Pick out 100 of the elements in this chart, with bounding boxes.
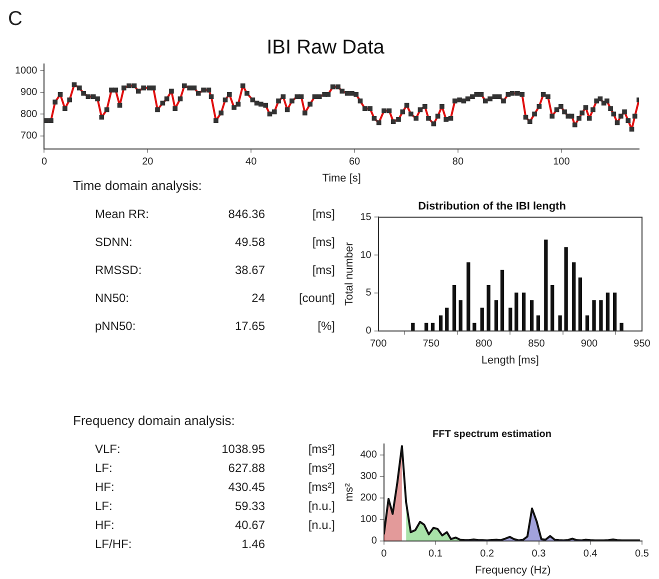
text: RMSSD:	[95, 263, 142, 277]
x-tick-label: 80	[452, 156, 464, 168]
text: SDNN:	[95, 235, 132, 249]
bar	[494, 300, 498, 331]
text: [%]	[318, 319, 335, 333]
x-tick-label: 100	[553, 156, 570, 168]
text: [ms²]	[308, 442, 335, 456]
x-tick-label: 0.4	[583, 548, 598, 560]
y-tick-label: 10	[360, 250, 372, 261]
bar	[445, 308, 449, 331]
bar	[514, 292, 518, 331]
bar	[424, 322, 428, 331]
text: C	[8, 8, 22, 31]
x-tick-label: 800	[475, 338, 493, 350]
y-tick-label: 400	[360, 450, 378, 461]
chart-title: Distribution of the IBI length	[418, 200, 566, 213]
x-tick-label: 950	[634, 338, 651, 350]
y-tick-label: 800	[20, 108, 38, 120]
text: HF:	[95, 480, 114, 494]
text: Time domain analysis:	[73, 178, 202, 193]
bar	[472, 322, 476, 331]
bar	[522, 292, 526, 331]
bar	[486, 285, 490, 331]
y-axis-title: Total number	[344, 242, 356, 306]
x-tick-label: 0.1	[428, 548, 443, 560]
text: [n.u.]	[308, 518, 335, 532]
bar	[585, 315, 590, 331]
text: 846.36	[228, 207, 265, 221]
bar	[411, 322, 415, 331]
x-tick-label: 0	[381, 548, 388, 560]
x-tick-label: 60	[348, 156, 361, 168]
bar	[452, 285, 456, 331]
bar	[612, 292, 617, 331]
x-axis-title: Frequency (Hz)	[475, 564, 551, 576]
bar	[458, 300, 462, 331]
y-tick-label: 0	[371, 536, 378, 547]
y-tick-label: 900	[20, 87, 38, 98]
y-tick-label: 100	[360, 514, 378, 526]
bar	[466, 262, 470, 331]
chart-title: IBI Raw Data	[266, 36, 386, 59]
bar	[564, 247, 568, 331]
x-tick-label: 0	[41, 156, 48, 168]
text: [ms²]	[308, 461, 335, 475]
text: 17.65	[234, 319, 265, 333]
text: [ms]	[312, 263, 335, 277]
bar	[550, 285, 554, 331]
y-tick-label: 5	[366, 288, 372, 299]
text: 24	[252, 291, 265, 305]
bar	[606, 292, 610, 331]
text: 627.88	[228, 461, 265, 475]
text: pNN50:	[95, 319, 136, 333]
x-tick-label: 750	[422, 338, 440, 350]
bar	[592, 300, 596, 331]
text: 59.33	[234, 499, 265, 513]
x-tick-label: 0.2	[480, 548, 495, 560]
text: LF/HF:	[95, 537, 132, 551]
x-tick-label: 850	[528, 338, 546, 350]
x-tick-label: 0.5	[635, 548, 650, 560]
y-axis-title: ms²	[344, 482, 356, 502]
bar	[500, 270, 504, 331]
y-tick-label: 700	[20, 130, 38, 142]
text: 430.45	[228, 480, 265, 494]
text: 38.67	[234, 263, 265, 277]
bar	[438, 315, 443, 331]
y-tick-label: 15	[360, 212, 372, 223]
text: LF:	[95, 499, 112, 513]
text: 1.46	[242, 537, 265, 551]
bar	[572, 262, 576, 331]
bar	[599, 300, 603, 331]
text: [ms]	[312, 207, 335, 221]
bar	[536, 315, 540, 331]
x-tick-label: 40	[246, 156, 258, 168]
y-tick-label: 1000	[14, 65, 38, 76]
y-tick-label: 0	[366, 326, 372, 337]
text: [count]	[298, 291, 335, 305]
text: 49.58	[234, 235, 265, 249]
bar	[620, 322, 624, 331]
x-axis-title: Time [s]	[322, 172, 361, 184]
bar	[480, 308, 484, 331]
text: 40.67	[234, 518, 265, 532]
bar	[508, 308, 512, 331]
text: [ms²]	[308, 480, 335, 494]
y-tick-label: 300	[360, 471, 378, 482]
x-tick-label: 20	[142, 156, 154, 168]
text: NN50:	[95, 291, 130, 305]
text: Frequency domain analysis:	[73, 413, 236, 428]
chart-title: FFT spectrum estimation	[432, 428, 552, 440]
bar	[544, 240, 548, 331]
text: 1038.95	[222, 442, 265, 456]
text: LF:	[95, 461, 112, 475]
bar	[558, 315, 562, 331]
text: HF:	[95, 518, 114, 532]
x-tick-label: 900	[580, 338, 598, 350]
bar	[530, 300, 534, 331]
text: [ms]	[312, 235, 335, 249]
x-tick-label: 0.3	[532, 548, 546, 560]
bar	[578, 277, 582, 331]
x-axis-title: Length [ms]	[481, 354, 539, 366]
text: VLF:	[95, 442, 120, 456]
text: Mean RR:	[95, 207, 150, 221]
